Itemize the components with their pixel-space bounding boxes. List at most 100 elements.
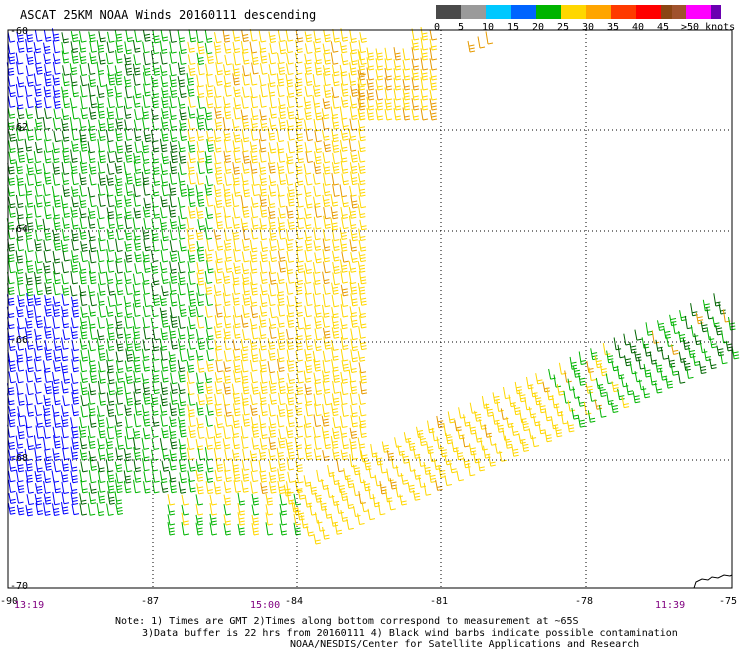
wind-barb [98,427,106,439]
wind-barb [286,304,295,318]
wind-barb [44,458,52,471]
wind-barb [204,249,213,262]
wind-barb [279,494,288,506]
time-label: 13:19 [14,600,44,611]
wind-barb [159,40,168,54]
wind-barb [250,471,259,483]
wind-barb [215,239,224,251]
wind-barb [259,94,267,108]
wind-barb [79,359,88,373]
wind-barb [457,428,465,440]
wind-barb [106,107,115,120]
wind-barb [214,106,222,119]
wind-barb [133,380,141,394]
wind-barb [321,108,330,120]
wind-barb [474,410,482,422]
wind-barb [196,382,204,394]
wind-barb [114,162,123,174]
wind-barb [224,193,232,207]
wind-barb [279,512,288,526]
lon-label: -78 [575,596,593,607]
wind-barb [15,262,24,274]
wind-barb [134,173,142,187]
wind-barb [260,251,268,263]
wind-barb [484,424,492,438]
wind-barb [232,468,241,482]
wind-barb [188,29,197,43]
wind-barb [61,161,70,175]
wind-barb [53,435,61,449]
wind-barb [233,249,241,262]
wind-barb [451,440,459,453]
wind-barb [161,108,169,119]
wind-barb [7,74,16,87]
wind-barb [268,142,277,154]
wind-barb [346,476,355,489]
wind-barb [251,383,259,395]
wind-barb [538,400,547,414]
wind-barb [296,472,304,484]
wind-barb [188,271,196,285]
wind-barb [358,162,366,174]
wind-barb [7,239,15,252]
wind-barb [213,86,222,98]
wind-barb [160,52,168,65]
wind-barb [358,128,366,142]
wind-barb [287,373,295,384]
wind-barb [151,438,160,450]
wind-barb [317,519,326,532]
wind-barb [521,439,529,452]
wind-barb [42,183,51,196]
wind-barb [196,195,205,207]
wind-barb [389,478,398,490]
wind-barb [125,171,133,185]
wind-barb [79,416,87,429]
wind-barb [340,259,348,273]
wind-barb [43,195,51,207]
wind-barb [169,106,177,120]
wind-barb [87,63,96,75]
wind-barb [260,425,268,440]
wind-barb [295,162,303,175]
wind-barb [323,72,331,86]
wind-barb [79,493,87,505]
wind-barb [296,447,304,460]
wind-barb [366,47,375,61]
wind-barb [143,481,151,494]
wind-barb [125,182,133,197]
wind-barb [467,462,476,477]
wind-barb [186,326,195,340]
wind-barb [88,450,97,462]
wind-barb [89,196,97,208]
wind-barb [384,87,393,101]
wind-barb [504,435,513,449]
wind-barb [350,229,358,242]
wind-barb [114,425,123,438]
wind-barb [567,400,576,412]
wind-barb [240,370,249,384]
wind-barb [106,404,115,417]
wind-barb [715,324,723,336]
wind-barb [312,262,321,274]
wind-barb [168,204,177,218]
wind-barb [105,129,114,143]
wind-barb [241,251,250,263]
wind-barb [97,183,106,196]
wind-barb [42,218,51,231]
wind-barb [116,228,124,241]
wind-barb [251,173,259,186]
wind-barb [215,348,223,362]
wind-barb [223,523,232,536]
wind-barb [35,141,43,154]
wind-barb [431,427,440,442]
wind-barb [314,52,322,65]
wind-barb [43,413,52,428]
wind-barb [169,306,178,319]
wind-barb [62,447,70,461]
wind-barb [205,382,213,395]
wind-barb [141,171,150,186]
wind-barb [169,194,177,208]
wind-barb [249,239,258,253]
wind-barb [357,89,366,101]
wind-barb [106,259,115,273]
